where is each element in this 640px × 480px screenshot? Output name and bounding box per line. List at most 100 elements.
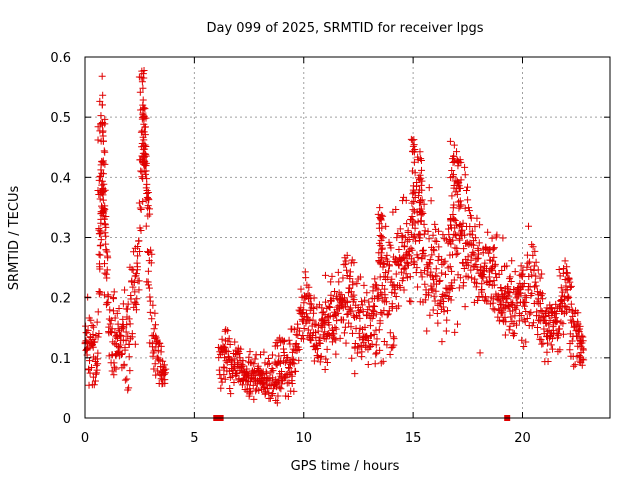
data-point: [285, 364, 293, 372]
data-point: [442, 327, 450, 335]
data-point: [376, 346, 384, 354]
data-point: [323, 358, 331, 366]
data-point: [434, 319, 442, 327]
data-point: [97, 227, 105, 235]
data-point: [410, 158, 418, 166]
data-point: [407, 231, 415, 239]
data-point: [331, 287, 339, 295]
data-point: [395, 302, 403, 310]
data-point: [295, 356, 303, 364]
data-point: [378, 244, 386, 252]
data-point: [553, 317, 561, 325]
data-point: [515, 317, 523, 325]
data-point: [460, 245, 468, 253]
data-point: [340, 316, 348, 324]
data-point: [218, 335, 226, 343]
data-point: [317, 352, 325, 360]
data-point: [86, 357, 94, 365]
data-point: [111, 340, 119, 348]
data-point: [342, 339, 350, 347]
data-point: [464, 273, 472, 281]
data-point: [373, 335, 381, 343]
data-point: [533, 323, 541, 331]
data-point: [574, 309, 582, 317]
data-point: [116, 341, 124, 349]
data-point: [451, 244, 459, 252]
data-point: [386, 329, 394, 337]
data-point: [530, 262, 538, 270]
data-point: [378, 233, 386, 241]
data-point: [138, 78, 146, 86]
data-point: [547, 304, 555, 312]
data-point: [517, 289, 525, 297]
data-point: [326, 303, 334, 311]
data-point: [99, 196, 107, 204]
data-point: [243, 365, 251, 373]
data-point: [446, 137, 454, 145]
data-point: [141, 145, 149, 153]
data-point: [384, 310, 392, 318]
data-point: [135, 237, 143, 245]
data-point: [99, 170, 107, 178]
data-point: [432, 287, 440, 295]
data-point: [494, 296, 502, 304]
data-point: [284, 393, 292, 401]
data-point: [102, 232, 110, 240]
data-point: [101, 229, 109, 237]
data-point: [478, 280, 486, 288]
data-point: [230, 355, 238, 363]
data-point: [404, 251, 412, 259]
data-point: [452, 250, 460, 258]
data-point: [160, 361, 168, 369]
data-point: [131, 299, 139, 307]
data-point: [448, 192, 456, 200]
data-point: [411, 146, 419, 154]
x-tick-label: 5: [190, 431, 198, 446]
data-point: [457, 176, 465, 184]
data-point: [534, 331, 542, 339]
data-point: [95, 330, 103, 338]
data-point: [288, 380, 296, 388]
data-point: [409, 190, 417, 198]
data-point: [448, 166, 456, 174]
data-point: [485, 249, 493, 257]
data-point: [335, 278, 343, 286]
data-point: [98, 157, 106, 165]
data-point: [139, 197, 147, 205]
data-point: [382, 269, 390, 277]
data-point: [149, 352, 157, 360]
data-point: [346, 272, 354, 280]
data-point: [534, 266, 542, 274]
data-point: [375, 220, 383, 228]
data-point: [464, 253, 472, 261]
data-point: [363, 332, 371, 340]
data-point: [137, 226, 145, 234]
data-point: [386, 350, 394, 358]
data-point: [316, 358, 324, 366]
data-point: [425, 289, 433, 297]
data-point: [152, 321, 160, 329]
data-point: [99, 157, 107, 165]
data-point: [414, 156, 422, 164]
data-point: [579, 337, 587, 345]
data-point: [136, 204, 144, 212]
data-point: [342, 257, 350, 265]
data-point: [456, 229, 464, 237]
data-point: [356, 273, 364, 281]
data-point: [444, 307, 452, 315]
data-point: [578, 332, 586, 340]
data-point: [125, 384, 133, 392]
data-point: [347, 323, 355, 331]
data-point: [507, 313, 515, 321]
data-point: [508, 257, 516, 265]
data-point: [94, 136, 102, 144]
data-point: [418, 166, 426, 174]
data-point: [396, 225, 404, 233]
data-point: [278, 380, 286, 388]
data-point: [417, 208, 425, 216]
data-point: [123, 375, 131, 383]
y-tick-labels: 0 0.1 0.2 0.3 0.4 0.5 0.6: [50, 51, 71, 427]
data-point: [517, 262, 525, 270]
x-axis-label: GPS time / hours: [291, 459, 400, 474]
